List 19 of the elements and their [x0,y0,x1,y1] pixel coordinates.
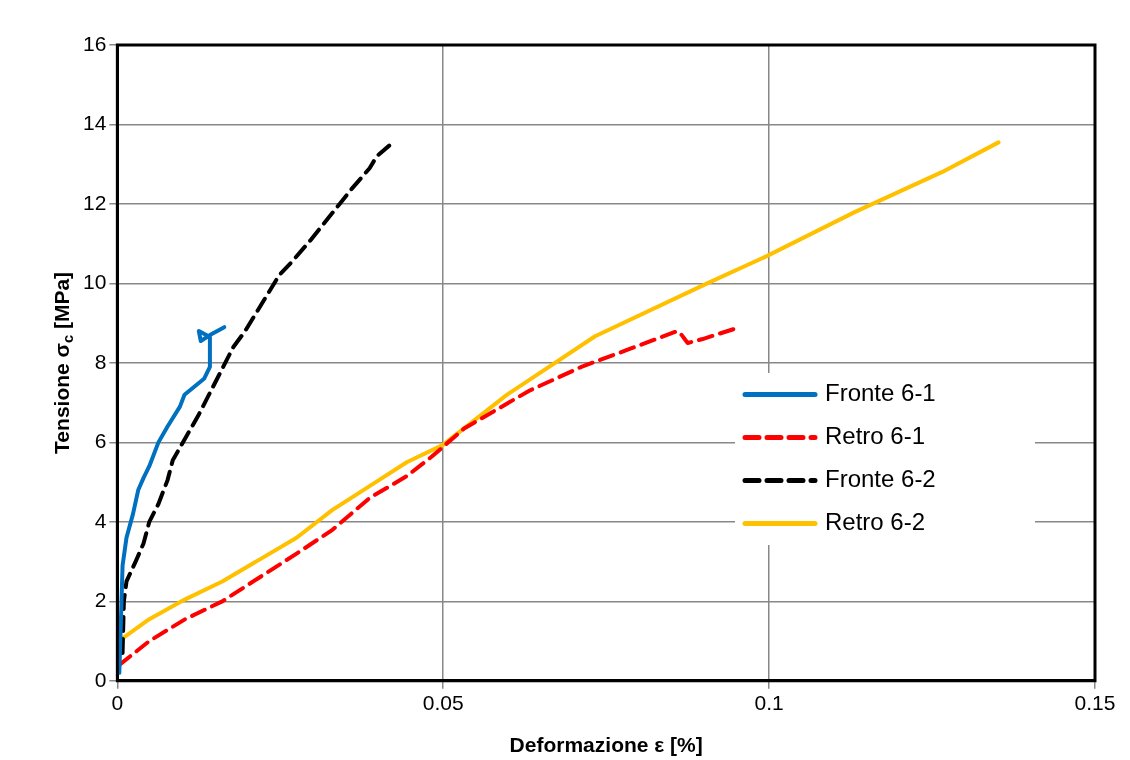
x-tick-label: 0 [111,691,124,715]
y-tick-label: 10 [83,270,107,294]
y-tick-label: 12 [83,190,107,214]
x-tick-label: 0.1 [754,691,784,715]
y-axis-title: Tensione σc [MPa] [49,271,77,454]
legend-label: Retro 6-2 [825,508,926,536]
legend-label: Fronte 6-1 [825,379,936,407]
y-tick-label: 0 [94,667,107,691]
x-tick-label: 0.15 [1074,691,1116,715]
y-tick-label: 16 [83,31,107,55]
y-tick-label: 8 [94,349,107,373]
legend-label: Fronte 6-2 [825,465,936,493]
y-tick-label: 2 [94,588,107,612]
x-axis-title: Deformazione ε [%] [509,732,703,756]
y-tick-label: 4 [94,508,107,532]
x-tick-label: 0.05 [422,691,464,715]
legend-label: Retro 6-1 [825,422,926,450]
y-tick-label: 14 [83,111,107,135]
y-tick-label: 6 [94,429,107,453]
